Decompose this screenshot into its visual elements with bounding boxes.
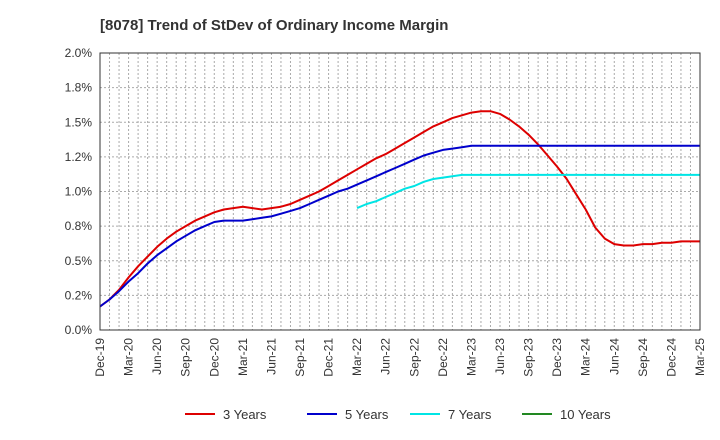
y-tick-label: 1.5% <box>65 115 93 129</box>
x-tick-label: Mar-23 <box>464 338 478 376</box>
x-tick-label: Mar-22 <box>350 338 364 376</box>
x-tick-label: Mar-20 <box>122 338 136 376</box>
x-tick-label: Jun-24 <box>607 338 621 375</box>
x-tick-label: Jun-21 <box>264 338 278 375</box>
x-tick-label: Mar-24 <box>579 338 593 376</box>
x-tick-label: Sep-23 <box>522 338 536 377</box>
legend-label: 10 Years <box>560 407 611 422</box>
y-tick-label: 0.2% <box>65 288 93 302</box>
series-line-3-years <box>99 110 700 308</box>
chart-title: [8078] Trend of StDev of Ordinary Income… <box>100 17 448 34</box>
x-tick-label: Jun-22 <box>379 338 393 375</box>
legend: 3 Years 5 Years 7 Years 10 Years <box>185 407 611 422</box>
x-tick-label: Dec-23 <box>550 338 564 377</box>
x-tick-label: Dec-20 <box>207 338 221 377</box>
x-axis-ticks: Dec-19 Mar-20 Jun-20 Sep-20 Dec-20 Mar-21 Jun-… <box>93 338 707 377</box>
x-tick-label: Dec-22 <box>436 338 450 377</box>
legend-label: 5 Years <box>345 407 389 422</box>
legend-label: 3 Years <box>223 407 267 422</box>
x-tick-label: Dec-19 <box>93 338 107 377</box>
series-layer <box>99 110 700 308</box>
y-tick-label: 1.0% <box>65 185 93 199</box>
x-tick-label: Sep-20 <box>179 338 193 377</box>
y-tick-label: 0.0% <box>65 323 93 337</box>
x-tick-label: Dec-24 <box>664 338 678 377</box>
x-tick-label: Sep-24 <box>636 338 650 377</box>
axes <box>99 52 701 331</box>
x-tick-label: Dec-21 <box>322 338 336 377</box>
x-tick-label: Jun-20 <box>150 338 164 375</box>
y-tick-label: 2.0% <box>65 46 93 60</box>
x-tick-label: Mar-21 <box>236 338 250 376</box>
series-line-7-years <box>356 173 700 210</box>
y-axis-ticks: 0.0% 0.2% 0.5% 0.8% 1.0% 1.2% 1.5% 1.8% 2.0% <box>65 46 93 337</box>
x-tick-label: Jun-23 <box>493 338 507 375</box>
y-tick-label: 0.8% <box>65 219 93 233</box>
x-tick-label: Sep-22 <box>407 338 421 377</box>
plot-border <box>99 52 701 331</box>
series-line-5-years <box>99 144 700 308</box>
y-tick-label: 0.5% <box>65 254 93 268</box>
x-tick-label: Mar-25 <box>693 338 707 376</box>
legend-label: 7 Years <box>448 407 492 422</box>
y-tick-label: 1.2% <box>65 150 93 164</box>
x-tick-label: Sep-21 <box>293 338 307 377</box>
y-tick-label: 1.8% <box>65 81 93 95</box>
